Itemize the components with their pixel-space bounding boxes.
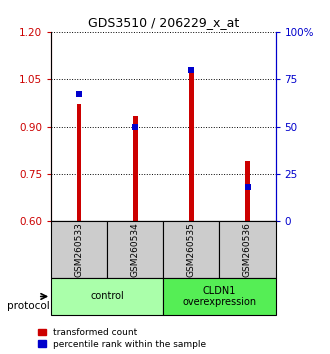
- Bar: [189, 69, 194, 221]
- Point: [77, 92, 82, 97]
- Bar: [107, 221, 163, 278]
- Point: [133, 124, 138, 130]
- Bar: [77, 104, 82, 221]
- Bar: [163, 278, 276, 315]
- Text: control: control: [90, 291, 124, 302]
- Bar: [51, 221, 107, 278]
- Text: GSM260534: GSM260534: [131, 222, 140, 277]
- Bar: [133, 115, 138, 221]
- Text: CLDN1
overexpression: CLDN1 overexpression: [182, 286, 256, 307]
- Bar: [219, 221, 276, 278]
- Text: GSM260533: GSM260533: [75, 222, 84, 277]
- Legend: transformed count, percentile rank within the sample: transformed count, percentile rank withi…: [38, 327, 207, 349]
- Text: protocol: protocol: [7, 301, 50, 311]
- Point: [189, 67, 194, 73]
- Title: GDS3510 / 206229_x_at: GDS3510 / 206229_x_at: [88, 16, 239, 29]
- Point: [245, 184, 250, 190]
- Bar: [245, 161, 250, 221]
- Bar: [163, 221, 219, 278]
- Bar: [51, 278, 163, 315]
- Text: GSM260535: GSM260535: [187, 222, 196, 277]
- Text: GSM260536: GSM260536: [243, 222, 252, 277]
